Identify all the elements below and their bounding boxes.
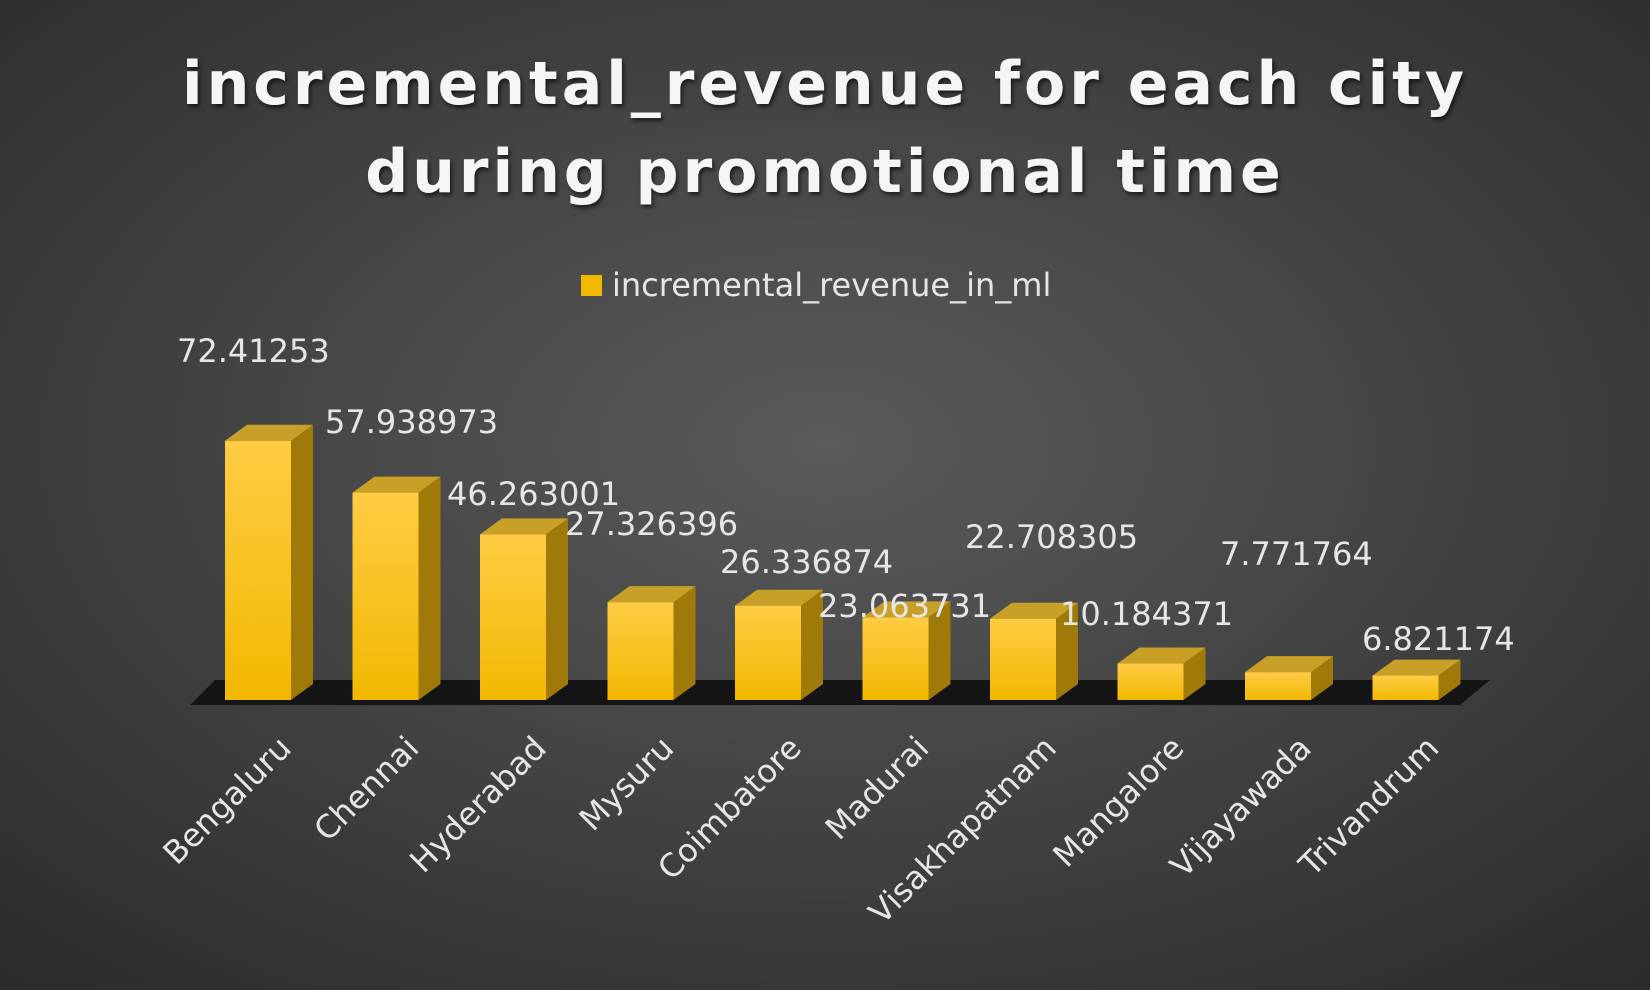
data-label: 46.263001 xyxy=(447,475,620,513)
bar-top xyxy=(1245,656,1333,673)
data-label: 27.326396 xyxy=(565,505,738,543)
data-label: 10.184371 xyxy=(1060,595,1233,633)
bar xyxy=(1245,672,1311,700)
legend: incremental_revenue_in_ml xyxy=(581,266,1051,304)
bar-top xyxy=(480,518,568,535)
bar-side xyxy=(1056,602,1078,700)
bar xyxy=(1117,663,1184,700)
data-label: 72.41253 xyxy=(177,332,330,370)
bar-side xyxy=(928,601,951,700)
data-label: 23.063731 xyxy=(818,587,991,625)
bar xyxy=(225,440,291,700)
chart-title-line-2: during promotional time xyxy=(365,137,1284,207)
bar-top xyxy=(990,602,1078,619)
bar-top xyxy=(352,476,441,493)
legend-label: incremental_revenue_in_ml xyxy=(612,266,1051,304)
bar xyxy=(607,602,674,700)
bar-side xyxy=(801,589,823,700)
bar-top xyxy=(862,601,951,618)
bar xyxy=(735,605,801,700)
data-label: 6.821174 xyxy=(1362,620,1515,658)
bar-side xyxy=(673,586,696,700)
bar-top xyxy=(607,586,696,603)
bar-side xyxy=(418,476,441,700)
bar xyxy=(480,534,546,700)
bar-top xyxy=(225,424,313,441)
bar-side xyxy=(1183,647,1206,700)
bar-side xyxy=(546,518,568,700)
bar xyxy=(1372,675,1439,700)
bar-side xyxy=(1311,656,1333,700)
data-label: 57.938973 xyxy=(325,403,498,441)
bar-top xyxy=(1117,647,1206,664)
data-label: 7.771764 xyxy=(1220,535,1373,573)
bar xyxy=(990,618,1056,700)
bar xyxy=(352,492,419,700)
data-label: 22.708305 xyxy=(965,518,1138,556)
bar-top xyxy=(735,589,823,606)
bar xyxy=(862,617,929,700)
bar-side xyxy=(1438,659,1461,700)
bar-side xyxy=(291,424,313,700)
legend-swatch xyxy=(581,275,602,296)
bar-top xyxy=(1372,659,1461,676)
chart-title-line-1: incremental_revenue for each city xyxy=(182,49,1468,119)
data-label: 26.336874 xyxy=(720,543,893,581)
